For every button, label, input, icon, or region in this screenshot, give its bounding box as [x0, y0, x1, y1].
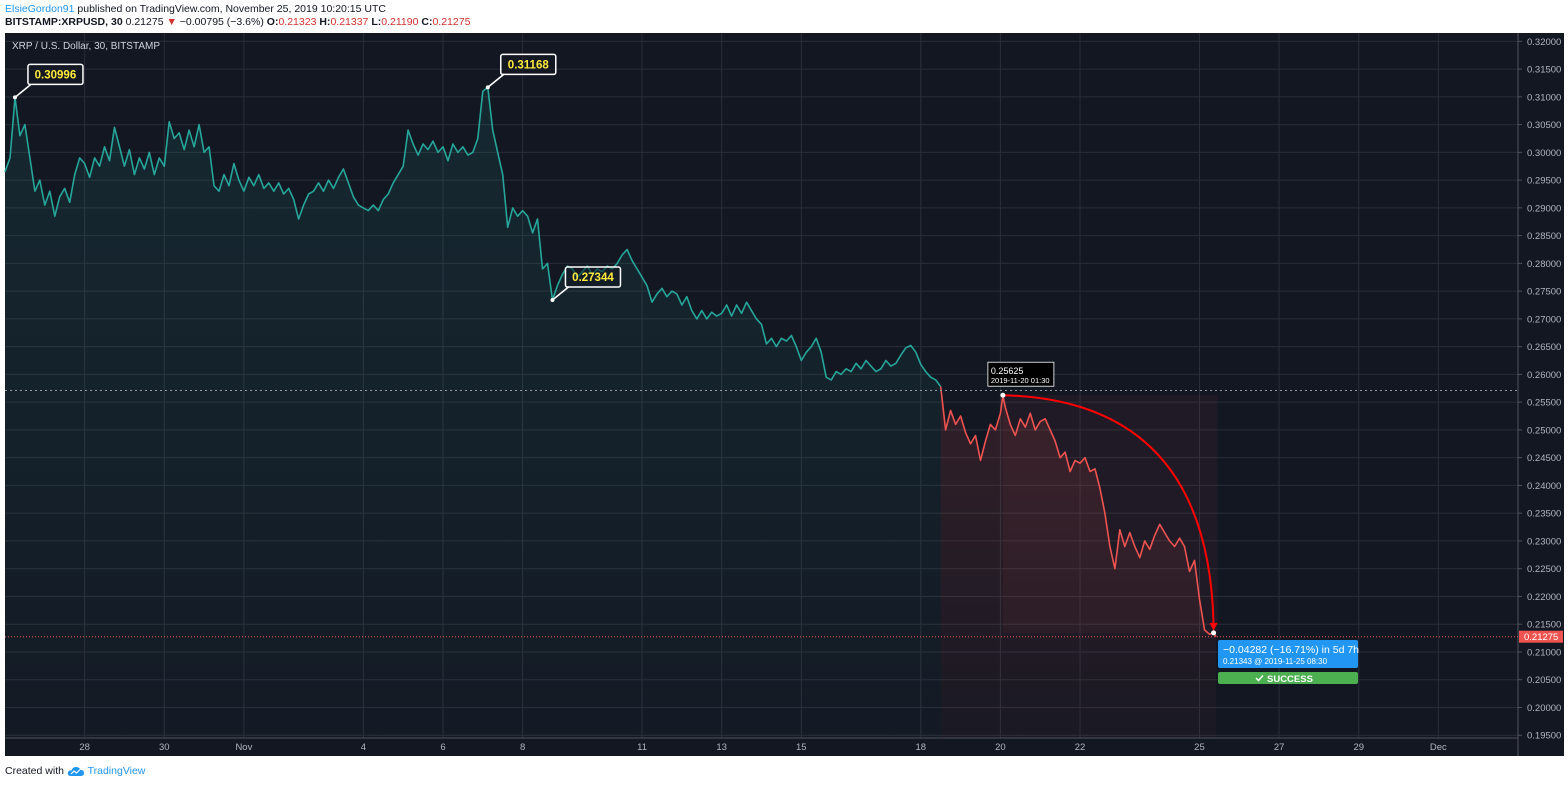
created-with-text: Created with	[5, 765, 64, 777]
x-tick-label: 20	[995, 742, 1006, 753]
y-tick-label: 0.22500	[1527, 564, 1561, 575]
y-tick-label: 0.22000	[1527, 592, 1561, 603]
x-tick-label: 29	[1353, 742, 1364, 753]
x-tick-label: 4	[361, 742, 366, 753]
callout-pointer	[14, 83, 32, 99]
price-change: −0.00795 (−3.6%)	[179, 16, 264, 28]
check-icon	[1255, 674, 1264, 682]
high-value: 0.21337	[330, 16, 369, 28]
x-tick-label: 30	[159, 742, 170, 753]
start-tooltip-time: 2019-11-20 01:30	[991, 376, 1050, 385]
price-callout-label: 0.27344	[572, 272, 614, 284]
y-tick-label: 0.29000	[1527, 203, 1561, 214]
y-tick-label: 0.32000	[1527, 37, 1561, 48]
y-tick-label: 0.23000	[1527, 536, 1561, 547]
success-badge	[1218, 672, 1358, 684]
y-tick-label: 0.20500	[1527, 675, 1561, 686]
callout-pointer	[487, 73, 505, 89]
measure-change: −0.04282 (−16.71%) in 5d 7h	[1223, 644, 1359, 656]
y-tick-label: 0.27000	[1527, 314, 1561, 325]
x-tick-label: 18	[915, 742, 926, 753]
series-area	[940, 386, 1217, 738]
low-label: L:	[371, 16, 382, 28]
y-tick-label: 0.26500	[1527, 342, 1561, 353]
x-tick-label: 11	[637, 742, 647, 753]
symbol-line: BITSTAMP:XRPUSD, 30	[5, 16, 123, 28]
publish-header: ElsieGordon91 published on TradingView.c…	[5, 3, 386, 15]
price-chart[interactable]: 0.32000 0.31500 0.31000 0.30500 0.30000 0.295…	[0, 0, 1568, 760]
y-tick-label: 0.21000	[1527, 647, 1561, 658]
low-value: 0.21190	[381, 16, 419, 28]
y-tick-label: 0.29500	[1527, 176, 1561, 187]
x-tick-label: 6	[440, 742, 445, 753]
measure-label	[1218, 640, 1358, 668]
x-tick-label: 13	[716, 742, 727, 753]
x-tick-label: Nov	[235, 742, 252, 753]
start-marker	[1000, 392, 1006, 398]
y-tick-label: 0.25000	[1527, 425, 1561, 436]
y-tick-label: 0.19500	[1527, 731, 1561, 742]
x-tick-label: 25	[1194, 742, 1205, 753]
x-tick-label: 28	[79, 742, 90, 753]
y-tick-label: 0.26000	[1527, 370, 1561, 381]
published-text: published on TradingView.com, November 2…	[77, 3, 386, 15]
y-tick-label: 0.31000	[1527, 92, 1561, 103]
time-axis	[5, 738, 1518, 756]
x-tick-label: Dec	[1430, 742, 1447, 753]
y-tick-label: 0.24000	[1527, 481, 1561, 492]
x-tick-label: 15	[796, 742, 807, 753]
close-value: 0.21275	[432, 16, 471, 28]
start-tooltip-price: 0.25625	[991, 366, 1024, 376]
price-callout	[27, 63, 84, 86]
callout-anchor	[485, 85, 490, 90]
close-label: C:	[421, 16, 433, 28]
price-callout	[500, 53, 557, 76]
end-marker	[1211, 630, 1217, 636]
success-label: SUCCESS	[1267, 674, 1313, 685]
series-line	[4, 86, 942, 388]
y-tick-label: 0.24500	[1527, 453, 1561, 464]
callout-anchor	[12, 95, 17, 100]
author-link[interactable]: ElsieGordon91	[5, 3, 75, 15]
footer: Created with TradingView	[5, 765, 145, 777]
y-tick-label: 0.31500	[1527, 65, 1561, 76]
y-tick-label: 0.20000	[1527, 703, 1561, 714]
open-label: O:	[266, 16, 279, 28]
x-tick-label: 22	[1075, 742, 1086, 753]
open-value: 0.21323	[278, 16, 317, 28]
y-tick-label: 0.23500	[1527, 509, 1561, 520]
series-area	[5, 87, 941, 738]
y-tick-label: 0.27500	[1527, 287, 1561, 298]
series-line	[939, 386, 1217, 638]
chart-title: XRP / U.S. Dollar, 30, BITSTAMP	[12, 41, 160, 52]
measure-detail: 0.21343 @ 2019-11-25 08:30	[1223, 657, 1328, 666]
x-tick-label: 8	[520, 742, 525, 753]
y-tick-label: 0.30500	[1527, 120, 1561, 131]
y-tick-label: 0.30000	[1527, 148, 1561, 159]
price-callout-label: 0.31168	[508, 59, 550, 71]
start-tooltip	[987, 361, 1055, 387]
arrow-head-icon	[1209, 622, 1218, 631]
callout-pointer	[551, 286, 569, 301]
current-price-label: 0.21275	[1524, 632, 1558, 643]
y-tick-label: 0.28500	[1527, 231, 1561, 242]
y-tick-label: 0.25500	[1527, 398, 1561, 409]
x-tick-label: 27	[1274, 742, 1285, 753]
tradingview-link[interactable]: TradingView	[87, 765, 146, 777]
down-arrow-icon: ▼	[166, 16, 177, 28]
y-tick-label: 0.28000	[1527, 259, 1561, 270]
tradingview-cloud-icon	[67, 766, 84, 776]
ohlc-header: BITSTAMP:XRPUSD, 30 0.21275 ▼ −0.00795 (…	[5, 16, 470, 28]
callout-anchor	[550, 298, 555, 303]
current-price-tag	[1519, 630, 1563, 643]
high-label: H:	[319, 16, 331, 28]
last-price: 0.21275	[125, 16, 164, 28]
measure-arc	[1002, 394, 1215, 625]
price-callout	[564, 266, 622, 288]
price-callout-label: 0.30996	[35, 69, 77, 81]
y-tick-label: 0.21500	[1527, 620, 1561, 631]
